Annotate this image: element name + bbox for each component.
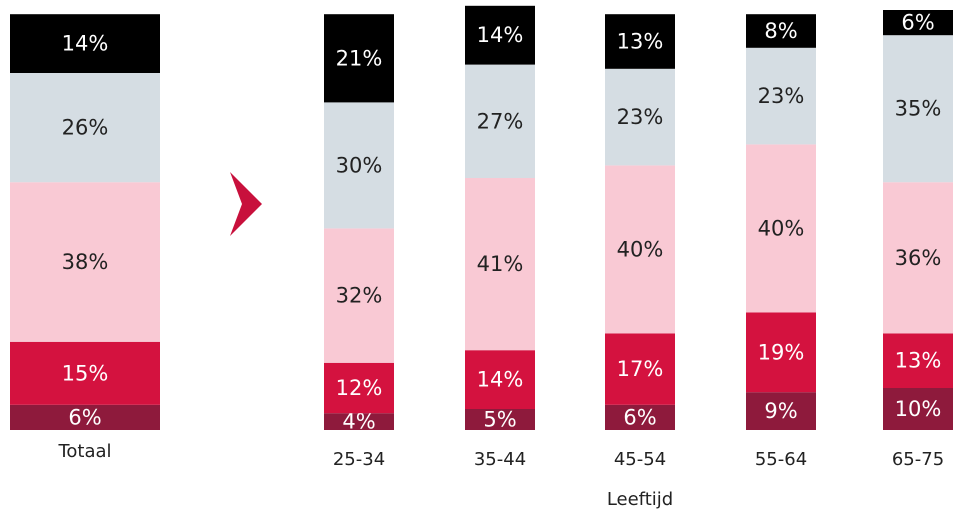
bar-segment [883,10,953,36]
bar-segment [605,68,675,166]
x-tick-label: 55-64 [755,449,807,470]
bar-segment [746,144,816,313]
value-label: 19% [758,340,805,364]
value-label: 14% [477,23,524,47]
bar-segment [324,413,394,430]
value-label: 23% [617,105,664,129]
bar-segment [465,409,535,430]
value-label: 23% [758,84,805,108]
bar-segment [746,14,816,48]
bar-segment [10,341,160,405]
value-label: 6% [623,405,656,429]
bar-segment [324,228,394,363]
value-label: 30% [336,153,383,177]
bar-segment [605,165,675,334]
bar-segment [605,14,675,69]
value-label: 6% [68,405,101,429]
arrow [230,172,262,236]
bar-segment [10,182,160,342]
value-label: 14% [477,368,524,392]
bar-segment [883,333,953,388]
bar-segment [324,102,394,229]
value-label: 21% [336,46,383,70]
x-tick-label: 45-54 [614,449,666,470]
bar-segment [324,14,394,103]
value-label: 9% [764,399,797,423]
value-label: 13% [617,30,664,54]
value-label: 4% [342,410,375,434]
bar-segment [605,404,675,430]
value-label: 12% [336,376,383,400]
bar-segment [746,312,816,393]
x-tick-label: 35-44 [474,449,526,470]
value-label: 36% [895,246,942,270]
x-tick-label: Totaal [57,441,111,462]
bar-segment [883,35,953,183]
value-label: 5% [483,408,516,432]
bar-segment [465,178,535,351]
bar-segment [883,388,953,430]
x-tick-label: 65-75 [892,449,944,470]
bar-segment [10,73,160,183]
bar-segment [465,5,535,65]
bar-segment [746,392,816,430]
bar-segment [10,404,160,430]
value-label: 40% [617,237,664,261]
value-label: 8% [764,19,797,43]
value-label: 32% [336,284,383,308]
bar-segment [10,14,160,73]
bar-segment [324,362,394,414]
value-label: 13% [895,349,942,373]
value-label: 38% [62,250,109,274]
value-label: 40% [758,216,805,240]
value-label: 17% [617,357,664,381]
x-tick-label: 25-34 [333,449,385,470]
bar-segment [465,350,535,409]
bar-segment [883,182,953,334]
value-label: 14% [62,32,109,56]
value-label: 35% [895,97,942,121]
value-label: 41% [477,252,524,276]
value-label: 26% [62,116,109,140]
bar-segment [605,333,675,405]
value-label: 15% [62,361,109,385]
value-label: 6% [901,11,934,35]
bar-segment [465,64,535,178]
value-label: 27% [477,109,524,133]
bar-segment [746,47,816,145]
x-axis-label: Leeftijd [607,489,673,510]
value-label: 10% [895,397,942,421]
